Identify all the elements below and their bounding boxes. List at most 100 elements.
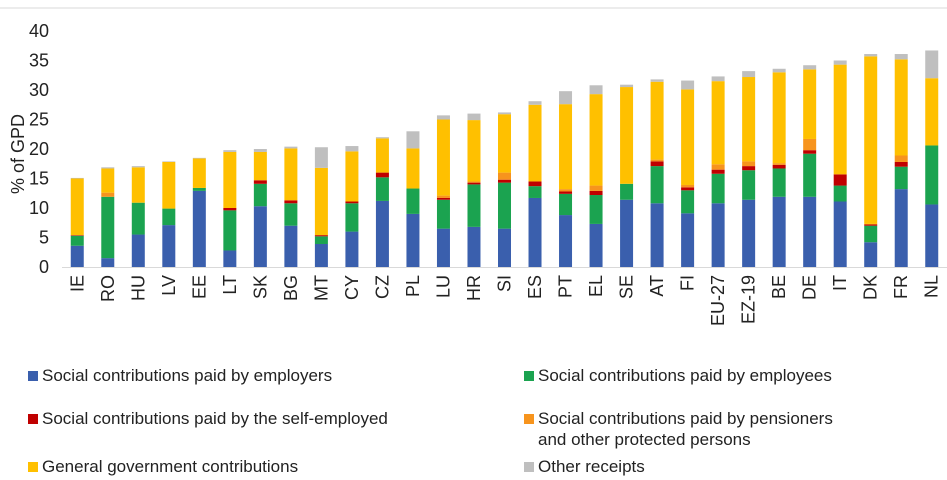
bar-segment	[772, 196, 786, 267]
bar-segment	[192, 190, 206, 267]
bar-segment	[589, 190, 603, 196]
bar-segment	[711, 164, 725, 170]
bar-segment	[192, 187, 206, 191]
bar-segment	[833, 201, 847, 267]
bar-segment	[620, 87, 634, 184]
x-tick-label: SK	[250, 275, 270, 299]
bar-segment	[345, 146, 359, 152]
x-tick-label: EL	[586, 275, 606, 297]
bar-segment	[223, 150, 237, 152]
legend-label-self-employed: Social contributions paid by the self-em…	[42, 409, 388, 428]
legend-label-employees: Social contributions paid by employees	[538, 366, 832, 385]
bar-segment	[467, 184, 481, 227]
bar-segment	[742, 161, 756, 167]
y-tick-label: 35	[29, 51, 49, 71]
bar-segment	[406, 131, 420, 149]
bar-segment	[223, 250, 237, 267]
bar-segment	[345, 231, 359, 267]
bar-segment	[131, 166, 145, 168]
bar-segment	[528, 186, 542, 198]
bar-segment	[314, 167, 328, 236]
bar-segment	[742, 166, 756, 171]
bar-segment	[528, 104, 542, 182]
bar-segment	[162, 225, 176, 267]
bar-segment	[406, 213, 420, 267]
bar-segment	[467, 182, 481, 185]
bar-segment	[559, 91, 573, 105]
bar-segment	[589, 85, 603, 95]
x-tick-label: HU	[128, 275, 148, 301]
bar-segment	[284, 203, 298, 226]
bar-segment	[528, 101, 542, 105]
bar-segment	[70, 235, 84, 236]
bar-segment	[742, 77, 756, 162]
legend-swatch-other	[524, 462, 534, 472]
bar-segment	[467, 113, 481, 121]
x-tick-label: FI	[678, 275, 698, 291]
bar-segment	[803, 138, 817, 151]
x-tick-label: PL	[403, 275, 423, 297]
x-tick-label: CZ	[372, 275, 392, 299]
x-tick-label: BG	[281, 275, 301, 301]
legend-label-employers: Social contributions paid by employers	[42, 366, 333, 385]
legend-item-government: General government contributions	[28, 456, 298, 477]
bar-segment	[711, 169, 725, 174]
bar-segment	[436, 197, 450, 200]
bar-segment	[772, 168, 786, 197]
bar-segment	[620, 183, 634, 200]
y-tick-label: 5	[39, 228, 49, 248]
bar-segment	[284, 146, 298, 149]
bar-segment	[223, 208, 237, 211]
bar-segment	[223, 210, 237, 251]
bar-segment	[864, 56, 878, 224]
bar-segment	[559, 193, 573, 216]
x-tick-label: EU-27	[708, 275, 728, 326]
bar-segment	[498, 112, 511, 115]
bar-segment	[833, 64, 847, 175]
x-tick-label: HR	[464, 275, 484, 301]
bar-segment	[833, 60, 847, 65]
x-tick-label: RO	[98, 275, 118, 302]
bar-segment	[833, 185, 847, 202]
bar-segment	[314, 243, 328, 267]
bar-segment	[681, 184, 695, 188]
bar-segment	[498, 114, 511, 173]
legend-label-pensioners: Social contributions paid by pensioners …	[538, 409, 833, 449]
x-tick-label: EE	[189, 275, 209, 299]
bar-segment	[101, 168, 115, 193]
bar-segment	[833, 174, 847, 186]
bar-segment	[375, 172, 389, 178]
bar-segment	[803, 153, 817, 197]
bar-segment	[223, 151, 237, 208]
x-tick-label: LV	[159, 275, 179, 296]
bar-segment	[711, 76, 725, 82]
bar-segment	[406, 148, 420, 189]
legend-item-pensioners: Social contributions paid by pensioners …	[524, 408, 833, 450]
x-tick-label: MT	[311, 275, 331, 301]
bar-segment	[894, 59, 908, 156]
bar-segment	[894, 155, 908, 162]
x-tick-label: SI	[495, 275, 515, 292]
bar-segment	[314, 235, 328, 237]
bar-segment	[131, 202, 145, 235]
bar-segment	[70, 245, 84, 267]
x-tick-label: CY	[342, 275, 362, 300]
bar-segment	[894, 161, 908, 167]
bar-segment	[345, 201, 359, 204]
y-tick-label: 30	[29, 80, 49, 100]
bar-segment	[436, 115, 450, 120]
bar-segment	[345, 151, 359, 202]
x-tick-label: IT	[830, 275, 850, 291]
x-tick-label: FR	[891, 275, 911, 299]
bar-segment	[253, 149, 267, 152]
bar-segment	[681, 80, 695, 90]
bar-segment	[467, 120, 481, 182]
x-tick-label: LT	[220, 275, 240, 295]
bar-segment	[925, 145, 939, 205]
bar-segment	[864, 223, 878, 225]
y-tick-label: 40	[29, 21, 49, 41]
bar-segment	[101, 196, 115, 259]
bar-segment	[467, 181, 481, 183]
bar-segment	[284, 200, 298, 204]
bar-segment	[314, 236, 328, 244]
